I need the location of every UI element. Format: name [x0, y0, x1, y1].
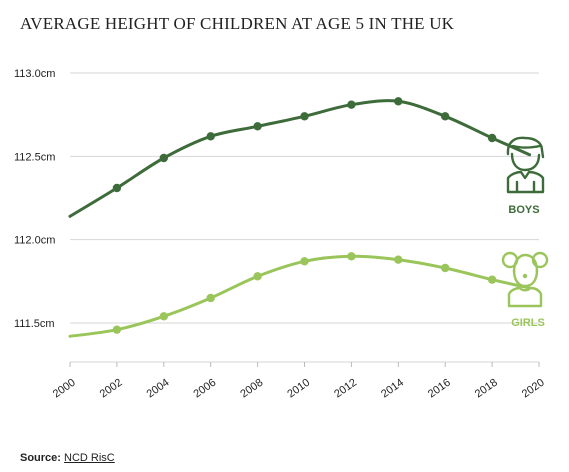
- data-point-girls: [347, 252, 356, 261]
- x-tick-label: 2006: [191, 377, 218, 401]
- source-note: Source: NCD RisC: [20, 452, 115, 464]
- x-tick-label: 2008: [238, 377, 265, 401]
- y-tick-label: 112.0cm: [14, 235, 55, 247]
- x-tick-label: 2010: [285, 377, 312, 401]
- data-point-boys: [394, 97, 403, 106]
- series-line-girls: [68, 254, 532, 338]
- x-tick-label: 2016: [426, 377, 453, 401]
- x-tick-label: 2018: [473, 377, 500, 401]
- data-point-boys: [487, 133, 497, 143]
- y-tick-label: 111.5cm: [14, 318, 55, 330]
- data-point-boys: [206, 132, 215, 141]
- data-point-boys: [253, 122, 262, 131]
- data-point-boys: [441, 112, 450, 121]
- data-point-girls: [206, 293, 215, 303]
- data-point-boys: [159, 153, 168, 163]
- series-layer: BOYS GIRLS: [68, 97, 545, 338]
- x-tick-label: 2012: [332, 377, 359, 401]
- data-point-girls: [253, 272, 262, 281]
- data-point-girls: [300, 257, 309, 266]
- series-label-girls: GIRLS: [511, 317, 545, 329]
- data-point-boys: [347, 100, 356, 109]
- source-label: Source:: [20, 452, 61, 464]
- girl-icon: [501, 251, 549, 308]
- data-point-boys: [112, 183, 122, 193]
- series-label-boys: BOYS: [508, 204, 539, 216]
- y-tick-label: 113.0cm: [14, 68, 55, 80]
- data-point-boys: [300, 112, 309, 121]
- x-tick-label: 2004: [145, 377, 172, 401]
- x-tick-label: 2000: [51, 377, 78, 401]
- x-tick-label: 2014: [379, 377, 406, 401]
- boy-icon: [506, 136, 545, 194]
- x-axis-ticks: 2000 2002 2004 2006 2008 2010 2012 2014 2016 2018…: [51, 362, 547, 401]
- data-point-girls: [441, 263, 450, 273]
- y-tick-label: 112.5cm: [14, 151, 55, 163]
- series-line-boys: [68, 99, 532, 218]
- data-point-girls: [159, 312, 168, 321]
- chart-title: AVERAGE HEIGHT OF CHILDREN AT AGE 5 IN T…: [20, 14, 455, 33]
- y-axis-ticks: 111.5cm 112.0cm 112.5cm 113.0cm: [14, 68, 55, 330]
- data-point-girls: [487, 275, 497, 284]
- x-tick-label: 2002: [98, 377, 125, 401]
- x-tick-label: 2020: [520, 377, 547, 401]
- data-point-girls: [394, 255, 403, 264]
- series-icons: [501, 136, 549, 308]
- source-link[interactable]: NCD RisC: [64, 452, 115, 464]
- data-point-girls: [112, 325, 122, 334]
